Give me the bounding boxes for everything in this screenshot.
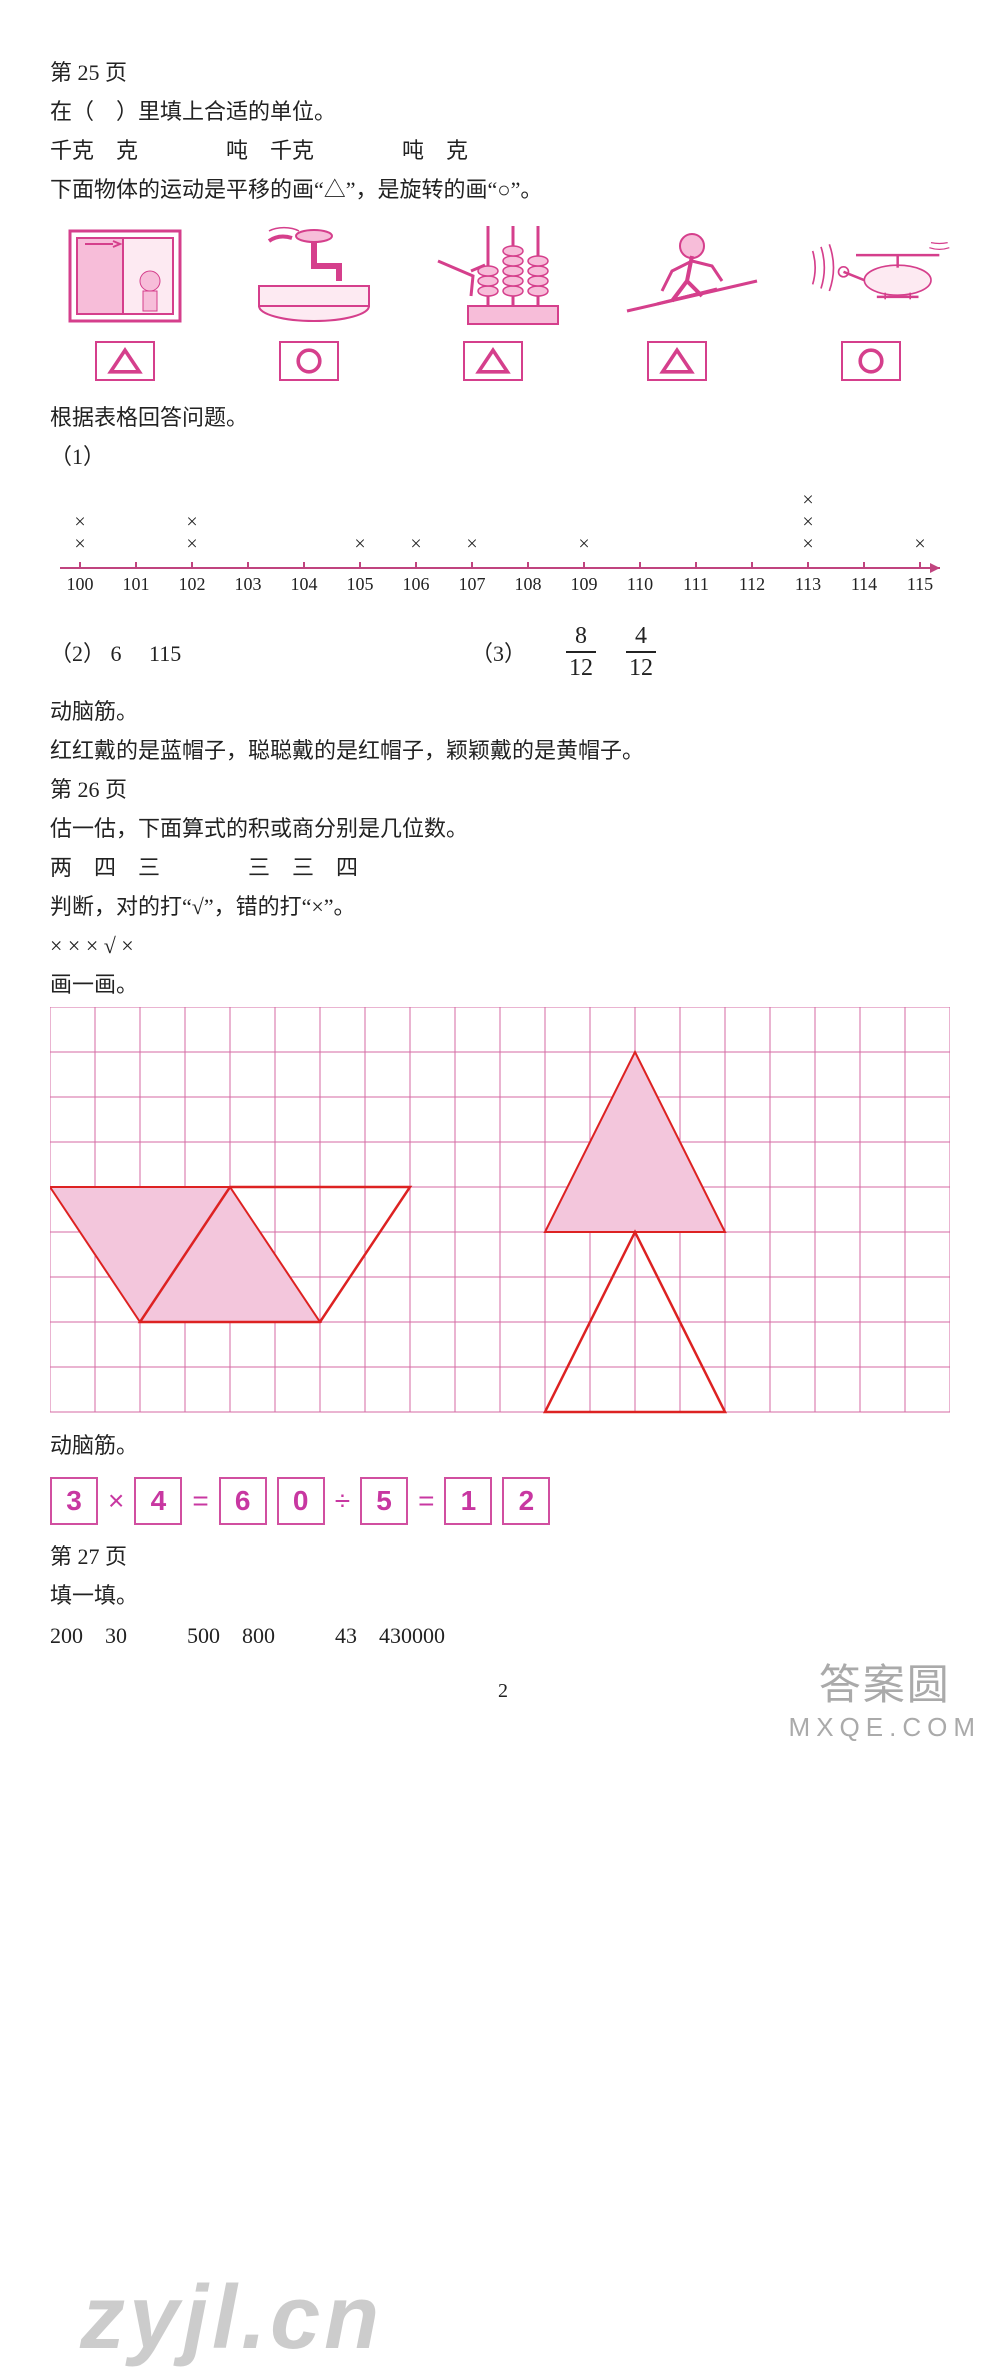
motion-title: 下面物体的运动是平移的画“△”，是旋转的画“○”。 [50, 173, 956, 206]
svg-text:107: 107 [459, 574, 486, 594]
svg-text:×: × [802, 511, 813, 533]
img-helicopter [806, 226, 956, 326]
motion-images-row [50, 226, 956, 326]
svg-text:×: × [74, 533, 85, 555]
eq-d-4: 0 [277, 1477, 325, 1525]
q2: （2） 6 115 [50, 636, 181, 668]
fill-title-27: 填一填。 [50, 1579, 956, 1612]
eq-d-7: 2 [502, 1477, 550, 1525]
brain-title-26: 动脑筋。 [50, 1429, 956, 1462]
eq-d-5: 5 [360, 1477, 408, 1525]
svg-text:×: × [802, 533, 813, 555]
motion-answer-row [50, 341, 956, 381]
svg-text:×: × [466, 533, 477, 555]
answer-box-2 [279, 341, 339, 381]
number-line: 100××101102××103104105×106×107×108109×11… [50, 488, 956, 604]
answer-box-1 [95, 341, 155, 381]
estimate-ans: 两 四 三 三 三 四 [50, 851, 956, 884]
eq-op-1: × [108, 1485, 124, 1517]
img-abacus [428, 226, 578, 326]
estimate-title: 估一估，下面算式的积或商分别是几位数。 [50, 812, 956, 845]
frac-1: 8 12 [566, 624, 596, 680]
eq-op-4: = [418, 1485, 434, 1517]
svg-text:112: 112 [739, 574, 765, 594]
svg-text:109: 109 [571, 574, 598, 594]
q2-q3-row: （2） 6 115 （3） 8 12 4 12 [50, 624, 956, 680]
fill-unit-title: 在（ ）里填上合适的单位。 [50, 95, 956, 128]
draw-grid: zyjl.cn [50, 1007, 956, 1423]
svg-text:103: 103 [235, 574, 262, 594]
svg-text:×: × [186, 533, 197, 555]
q3: （3） 8 12 4 12 [471, 624, 656, 680]
answer-box-3 [463, 341, 523, 381]
equation-row: 3 × 4 = 6 0 ÷ 5 = 1 2 [50, 1477, 956, 1525]
img-skier [617, 226, 767, 326]
table-q-title: 根据表格回答问题。 [50, 401, 956, 434]
watermark-zyjl: zyjl.cn [80, 2267, 383, 2370]
img-sliding-door [50, 226, 200, 326]
svg-text:114: 114 [851, 574, 877, 594]
svg-text:×: × [914, 533, 925, 555]
answer-box-4 [647, 341, 707, 381]
svg-text:111: 111 [683, 574, 709, 594]
judge-title: 判断，对的打“√”，错的打“×”。 [50, 890, 956, 923]
svg-text:101: 101 [123, 574, 150, 594]
eq-op-2: = [192, 1485, 208, 1517]
eq-d-6: 1 [444, 1477, 492, 1525]
svg-text:115: 115 [907, 574, 933, 594]
svg-text:×: × [578, 533, 589, 555]
corner-watermark: 答案圆 MXQE.COM [789, 1651, 981, 1743]
svg-text:104: 104 [291, 574, 318, 594]
answer-box-5 [841, 341, 901, 381]
svg-text:113: 113 [795, 574, 821, 594]
svg-text:×: × [186, 511, 197, 533]
svg-text:106: 106 [403, 574, 430, 594]
eq-d-1: 3 [50, 1477, 98, 1525]
draw-title: 画一画。 [50, 968, 956, 1001]
page27-header: 第 27 页 [50, 1540, 956, 1573]
page26-header: 第 26 页 [50, 773, 956, 806]
svg-text:105: 105 [347, 574, 374, 594]
svg-text:×: × [802, 489, 813, 511]
eq-d-2: 4 [134, 1477, 182, 1525]
brain-title-25: 动脑筋。 [50, 695, 956, 728]
svg-text:100: 100 [67, 574, 94, 594]
frac-2: 4 12 [626, 624, 656, 680]
fill-row-27: 200 30 500 800 43 430000 [50, 1618, 956, 1650]
svg-text:×: × [74, 511, 85, 533]
svg-text:110: 110 [627, 574, 653, 594]
svg-text:102: 102 [179, 574, 206, 594]
img-water-tap [239, 226, 389, 326]
eq-d-3: 6 [219, 1477, 267, 1525]
q1-label: （1） [50, 440, 956, 473]
units-line: 千克 克 吨 千克 吨 克 [50, 134, 956, 167]
page25-header: 第 25 页 [50, 56, 956, 89]
brain-ans-25: 红红戴的是蓝帽子，聪聪戴的是红帽子，颖颖戴的是黄帽子。 [50, 734, 956, 767]
svg-text:×: × [354, 533, 365, 555]
judge-ans: × × × √ × [50, 929, 956, 962]
eq-op-3: ÷ [335, 1485, 350, 1517]
svg-text:108: 108 [515, 574, 542, 594]
svg-text:×: × [410, 533, 421, 555]
